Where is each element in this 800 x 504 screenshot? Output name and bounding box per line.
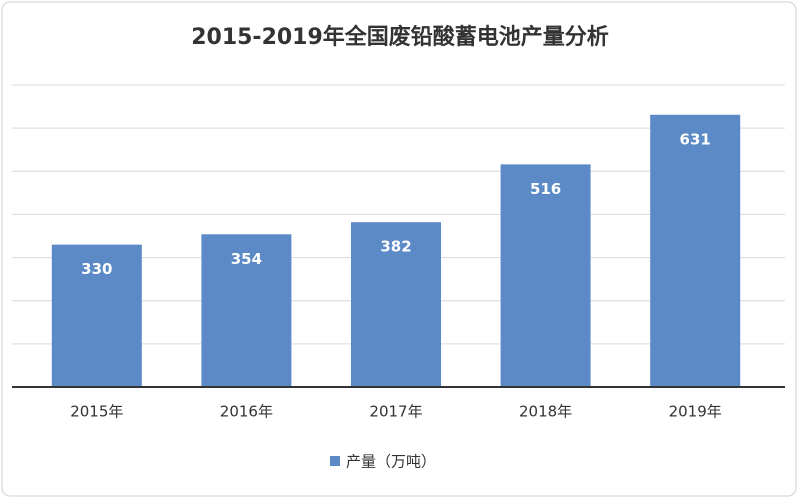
chart-title: 2015-2019年全国废铅酸蓄电池产量分析 [191, 24, 609, 50]
bar [201, 234, 292, 387]
x-tick-label: 2019年 [669, 403, 722, 421]
data-label: 631 [680, 130, 711, 148]
x-tick-label: 2017年 [369, 403, 422, 421]
x-tick-label: 2018年 [519, 403, 572, 421]
data-label: 330 [81, 260, 112, 278]
bar [351, 222, 441, 387]
data-label: 382 [380, 238, 411, 256]
bar [51, 244, 142, 387]
data-label: 516 [530, 180, 561, 198]
data-label: 354 [231, 250, 262, 268]
x-tick-label: 2016年 [220, 403, 273, 421]
legend-label: 产量（万吨） [346, 453, 436, 471]
bar [650, 114, 741, 388]
bar [500, 164, 591, 387]
legend-swatch [330, 456, 340, 466]
x-tick-label: 2015年 [70, 403, 123, 421]
